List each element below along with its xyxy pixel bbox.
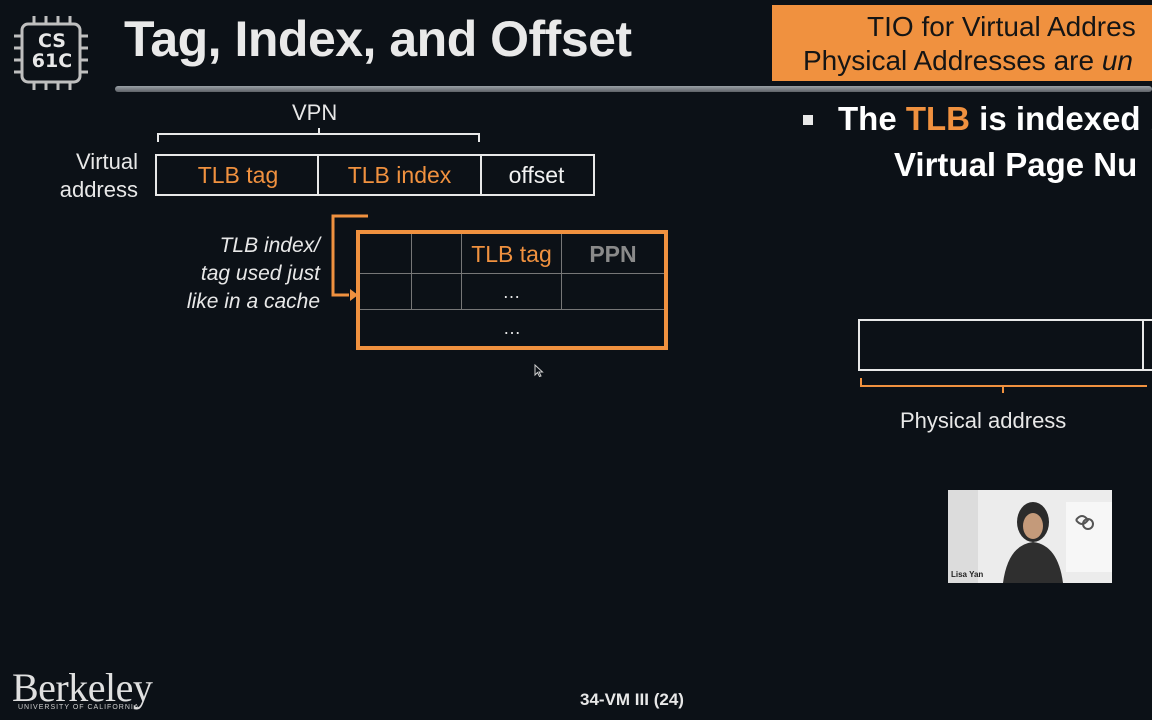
logo-line2: 61C: [31, 50, 73, 72]
physical-address-label: Physical address: [900, 408, 1067, 433]
bullet-line1: The TLB is indexed b: [838, 100, 1152, 138]
field-tlb-tag: TLB tag: [155, 154, 319, 196]
lecture-name: 34-VM III: [580, 690, 649, 709]
field-tlb-index: TLB index: [317, 154, 482, 196]
page-number: (24): [653, 690, 684, 709]
callout-box: TIO for Virtual Addres Physical Addresse…: [772, 5, 1152, 81]
bullet-line2: Virtual Page Nu: [894, 146, 1138, 183]
tlb-row-ellipsis: …: [462, 274, 562, 310]
vpn-brace: [157, 128, 480, 142]
slide-number: 34-VM III (24): [580, 690, 684, 710]
callout-line1: TIO for Virtual Addres: [867, 11, 1136, 42]
note-line3: like in a cache: [186, 290, 320, 313]
webcam-name: Lisa Yan: [951, 570, 984, 579]
tlb-note: TLB index/ tag used just like in a cache: [160, 232, 320, 316]
virtual-address-label: Virtual address: [54, 148, 138, 204]
mouse-cursor-icon: [534, 364, 544, 378]
tlb-set-ellipsis: …: [503, 318, 521, 338]
slide-title: Tag, Index, and Offset: [124, 11, 632, 67]
callout-line2-italic: un: [1101, 45, 1133, 76]
berkeley-logo: Berkeley: [12, 665, 153, 710]
va-label-l1: Virtual: [76, 149, 138, 174]
note-line2: tag used just: [200, 262, 320, 285]
title-divider: [115, 86, 1152, 92]
tlb-cell: [412, 274, 462, 310]
note-line1: TLB index/: [219, 234, 320, 257]
field-offset: offset: [480, 154, 595, 196]
tlb-cell: [360, 234, 412, 274]
bullet-pre: The: [838, 100, 906, 137]
speaker-video-frame: [948, 490, 1112, 583]
cs61c-logo: CS 61C: [12, 14, 90, 92]
va-label-l2: address: [59, 177, 138, 202]
tlb-table: TLB tag PPN … …: [356, 230, 668, 350]
bullet-tlb: TLB: [905, 100, 970, 137]
webcam-video: Lisa Yan: [948, 490, 1112, 583]
tlb-cell: [412, 234, 462, 274]
tlb-cell: [562, 274, 664, 310]
tlb-header-tag: TLB tag: [462, 234, 562, 274]
callout-line2-text: Physical Addresses are: [803, 45, 1102, 76]
callout-line2: Physical Addresses are un: [803, 44, 1133, 77]
index-arrow: [331, 214, 368, 301]
bullet-square-icon: [803, 115, 813, 125]
tlb-cell: [360, 274, 412, 310]
berkeley-subtitle: UNIVERSITY OF CALIFORNIA: [18, 704, 140, 711]
tlb-header-ppn: PPN: [562, 234, 664, 274]
logo-line1: CS: [38, 30, 66, 52]
physical-address-box: [858, 319, 1152, 393]
bullet-post: is indexed b: [970, 100, 1152, 137]
vpn-label: VPN: [292, 100, 338, 125]
